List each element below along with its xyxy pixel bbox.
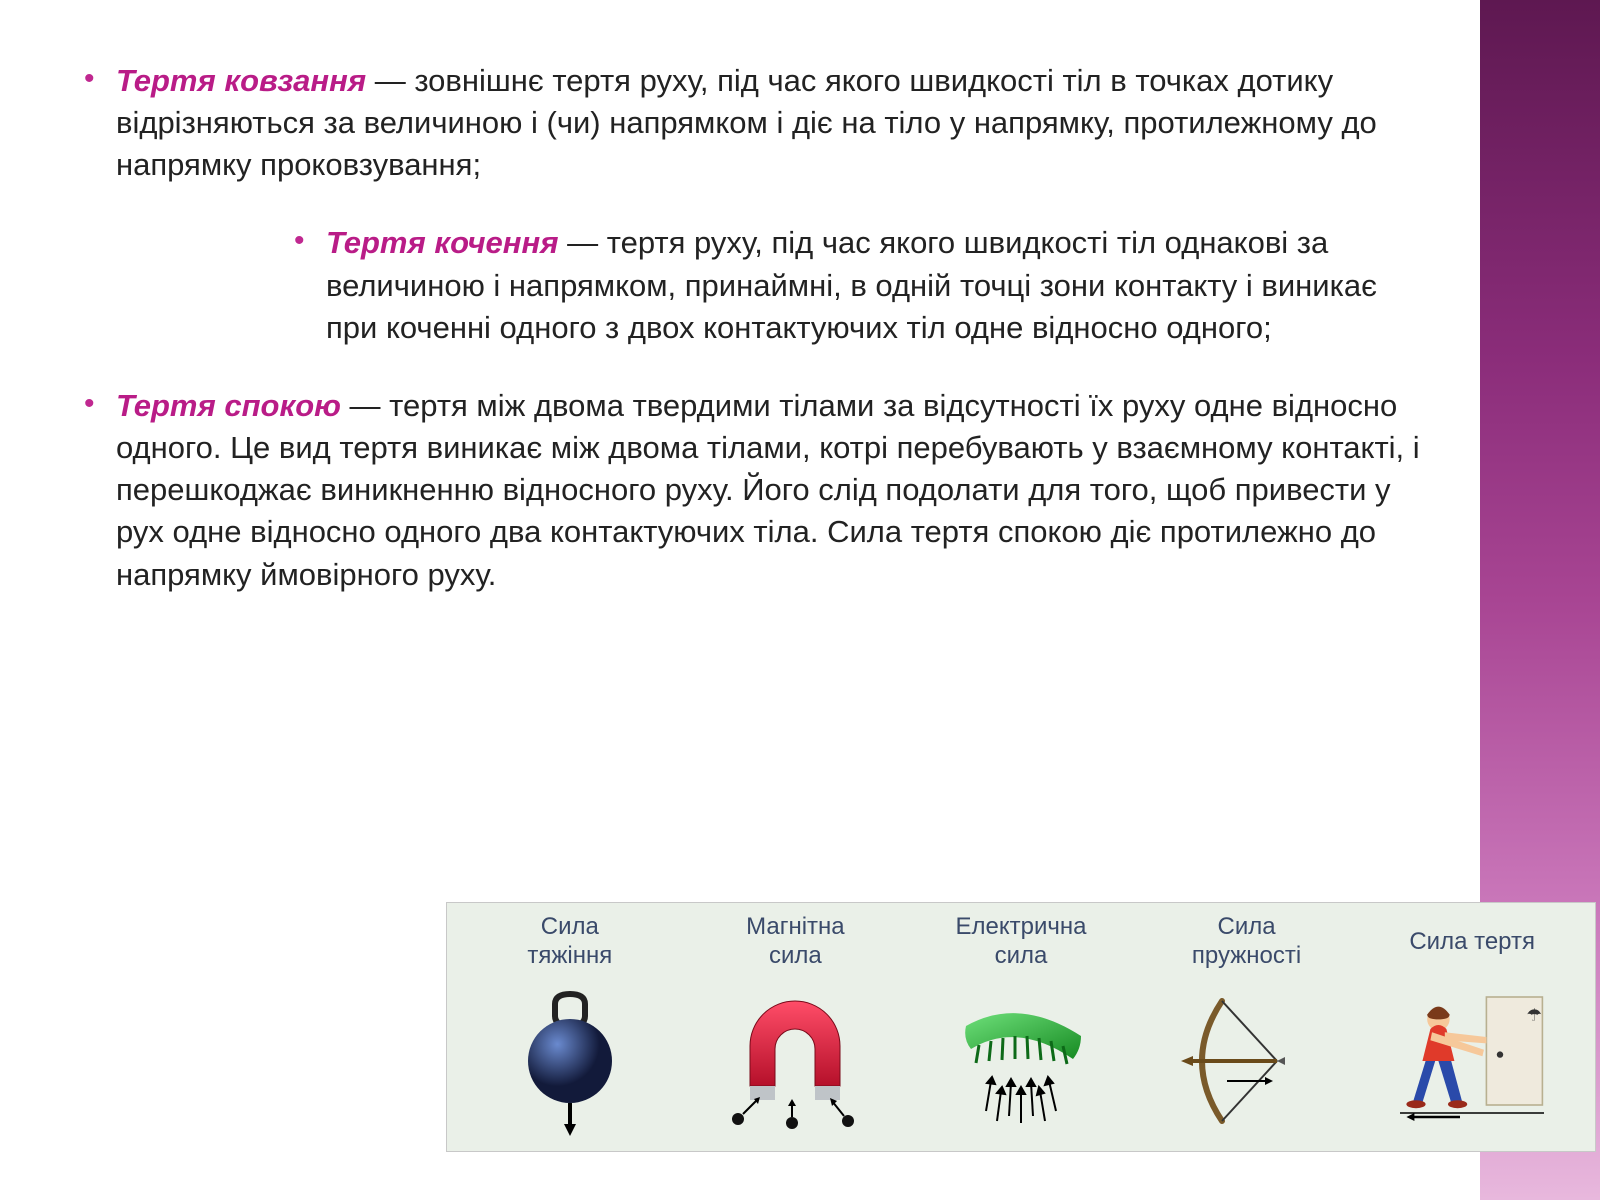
bullet-icon: • — [80, 385, 116, 423]
svg-text:☂: ☂ — [1527, 1005, 1543, 1025]
force-label: Магнітнасила — [746, 913, 845, 971]
force-item-gravity: Силатяжіння — [457, 913, 683, 1141]
term-static: Тертя спокою — [116, 388, 341, 423]
definition-block: • Тертя ковзання — зовнішнє тертя руху, … — [80, 60, 1420, 186]
definition-block: • Тертя спокою — тертя між двома твердим… — [80, 385, 1420, 596]
force-item-elastic: Силапружності — [1134, 913, 1360, 1141]
bullet-icon: • — [290, 222, 326, 260]
definition-text: Тертя спокою — тертя між двома твердими … — [116, 385, 1420, 596]
slide-content: • Тертя ковзання — зовнішнє тертя руху, … — [40, 40, 1460, 652]
definition-block: • Тертя кочення — тертя руху, під час як… — [290, 222, 1420, 348]
definition-text: Тертя кочення — тертя руху, під час яког… — [326, 222, 1420, 348]
force-label: Сила тертя — [1409, 913, 1535, 971]
electric-icon — [941, 981, 1101, 1141]
force-label: Силатяжіння — [527, 913, 612, 971]
forces-strip: Силатяжіння Магнітнасила — [446, 902, 1596, 1152]
term-rolling: Тертя кочення — [326, 225, 559, 260]
friction-icon: ☂ — [1392, 981, 1552, 1141]
force-label: Електричнасила — [955, 913, 1086, 971]
force-item-magnetic: Магнітнасила — [683, 913, 909, 1141]
force-label: Силапружності — [1192, 913, 1301, 971]
definition-text: Тертя ковзання — зовнішнє тертя руху, пі… — [116, 60, 1420, 186]
bow-icon — [1167, 981, 1327, 1141]
gravity-icon — [490, 981, 650, 1141]
magnet-icon — [715, 981, 875, 1141]
force-item-friction: Сила тертя ☂ — [1359, 913, 1585, 1141]
force-item-electric: Електричнасила — [908, 913, 1134, 1141]
bullet-icon: • — [80, 60, 116, 98]
term-sliding: Тертя ковзання — [116, 63, 366, 98]
